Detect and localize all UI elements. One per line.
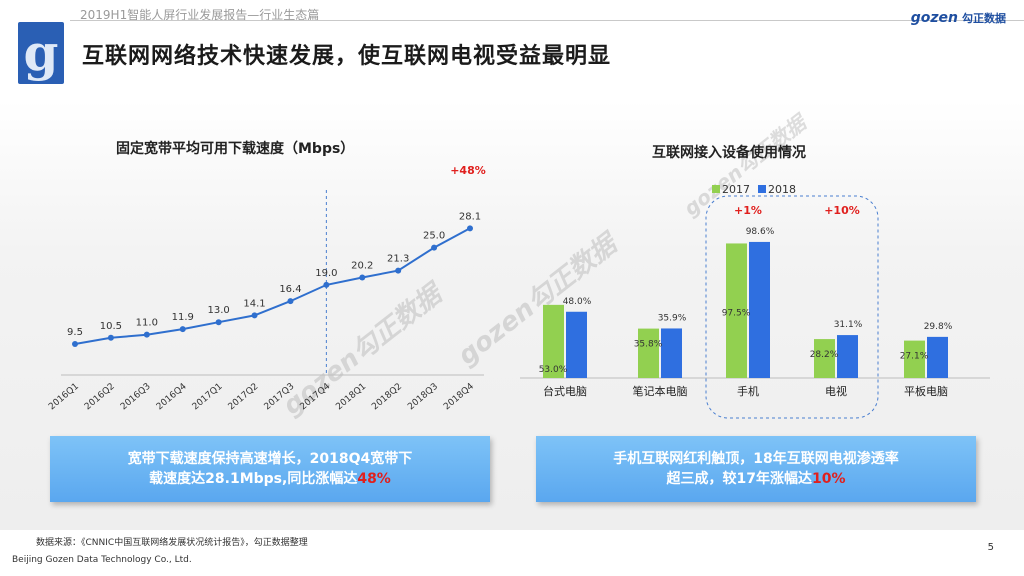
data-label: 9.5: [67, 327, 83, 338]
bar-2017: [543, 304, 564, 378]
x-tick-label: 2018Q4: [442, 381, 476, 412]
brand-name: gozen: [910, 10, 958, 26]
x-tick-label: 平板电脑: [904, 384, 948, 398]
x-tick-label: 笔记本电脑: [633, 384, 688, 398]
data-point: [395, 267, 402, 274]
data-label: 13.0: [208, 305, 230, 316]
x-tick-label: 2018Q2: [370, 382, 404, 413]
page-number: 5: [987, 542, 994, 553]
legend-label: 2017: [722, 183, 750, 196]
left-callout-line1: 宽带下载速度保持高速增长，2018Q4宽带下: [127, 451, 413, 467]
x-tick-label: 台式电脑: [543, 384, 587, 398]
bar-2017: [726, 243, 747, 378]
device-usage-bar-chart: 2017 2018 53.0% 48.0% 台式电脑 35.8% 35.9% 笔记本电脑 97.…: [520, 183, 990, 419]
header-divider: [70, 20, 1024, 21]
bar-2018: [749, 241, 770, 378]
data-label: 20.2: [351, 260, 373, 271]
x-tick-label: 手机: [737, 384, 759, 398]
bar-2018: [566, 311, 587, 378]
company-name: Beijing Gozen Data Technology Co., Ltd.: [12, 555, 192, 565]
legend-swatch: [758, 185, 766, 193]
gozen-logo-badge: g: [18, 22, 64, 84]
x-tick-label: 2016Q4: [155, 381, 189, 412]
data-label-2018: 31.1%: [834, 320, 863, 330]
bar-2018: [661, 328, 682, 378]
data-point: [179, 326, 186, 333]
x-tick-label: 2018Q3: [406, 382, 440, 413]
right-callout-highlight: 10%: [811, 471, 846, 487]
data-label: 21.3: [387, 254, 409, 265]
data-point: [467, 225, 473, 232]
logo-letter: g: [23, 23, 59, 82]
x-tick-label: 电视: [825, 384, 847, 398]
data-label-2017: 53.0%: [539, 365, 568, 375]
data-point: [359, 274, 366, 281]
x-tick-label: 2018Q1: [334, 382, 368, 413]
data-label-2018: 35.9%: [658, 313, 687, 323]
data-label-2018: 29.8%: [924, 322, 953, 332]
bar-2017: [814, 339, 835, 378]
left-callout-line2: 载速度达28.1Mbps,同比涨幅达: [149, 471, 358, 487]
right-callout: 手机互联网红利触顶，18年互联网电视渗透率 超三成，较17年涨幅达10%: [536, 436, 976, 502]
tv-growth-annotation: +10%: [824, 204, 860, 217]
x-tick-label: 2017Q1: [191, 382, 225, 413]
data-label: 10.5: [100, 321, 122, 332]
data-label-2017: 35.8%: [634, 340, 663, 350]
x-tick-label: 2017Q4: [299, 381, 333, 412]
line-chart-title: 固定宽带平均可用下载速度（Mbps）: [116, 141, 355, 157]
x-tick-label: 2016Q2: [83, 382, 117, 413]
bar-2018: [837, 335, 858, 378]
highlight-box: [705, 195, 879, 419]
data-point: [323, 281, 330, 288]
data-point: [72, 341, 78, 348]
data-point: [287, 298, 294, 305]
data-label-2018: 48.0%: [563, 297, 592, 307]
legend-label: 2018: [768, 183, 796, 196]
report-title: 2019H1智能人屏行业发展报告—行业生态篇: [80, 8, 320, 22]
data-label: 19.0: [315, 268, 337, 279]
growth-annotation: +48%: [450, 164, 486, 177]
data-label: 11.9: [172, 312, 194, 323]
x-tick-label: 2016Q1: [47, 382, 81, 413]
brand-cn: 勾正数据: [962, 12, 1006, 25]
x-tick-label: 2017Q2: [227, 382, 261, 413]
data-point: [431, 244, 438, 251]
data-point: [107, 334, 114, 341]
data-label: 11.0: [136, 318, 158, 329]
phone-growth-annotation: +1%: [734, 204, 762, 217]
data-point: [143, 331, 150, 338]
bar-2017: [638, 328, 659, 378]
data-label: 14.1: [243, 298, 265, 309]
bar-2017: [904, 340, 925, 378]
left-callout: 宽带下载速度保持高速增长，2018Q4宽带下 载速度达28.1Mbps,同比涨幅…: [50, 436, 490, 502]
data-label: 25.0: [423, 231, 445, 242]
right-callout-line2: 超三成，较17年涨幅达: [666, 471, 812, 487]
brand-logo: gozen 勾正数据: [911, 8, 1006, 28]
data-label-2018: 98.6%: [746, 227, 775, 237]
page-title: 互联网网络技术快速发展，使互联网电视受益最明显: [82, 44, 612, 69]
speed-line: [74, 227, 471, 345]
x-tick-label: 2017Q3: [263, 382, 297, 413]
data-point: [215, 319, 222, 326]
data-label-2017: 27.1%: [900, 352, 929, 362]
left-callout-highlight: 48%: [357, 471, 391, 487]
data-point: [251, 312, 258, 319]
slide-header: g 2019H1智能人屏行业发展报告—行业生态篇 gozen 勾正数据 互联网网…: [0, 0, 1024, 100]
data-label: 16.4: [279, 284, 301, 295]
bar-chart-title: 互联网接入设备使用情况: [652, 145, 806, 161]
bar-2018: [927, 336, 948, 378]
data-label-2017: 97.5%: [722, 308, 751, 318]
data-source: 数据来源：《CNNIC中国互联网络发展状况统计报告》，勾正数据整理: [36, 538, 308, 548]
data-label: 28.1: [459, 211, 481, 222]
broadband-speed-line-chart: 9.5 2016Q1 10.5 2016Q2 11.0 2016Q3 11.9 2016Q4 1…: [47, 164, 486, 413]
x-tick-label: 2016Q3: [119, 382, 153, 413]
legend-swatch: [712, 185, 720, 193]
data-label-2017: 28.2%: [810, 350, 839, 360]
right-callout-line1: 手机互联网红利触顶，18年互联网电视渗透率: [613, 451, 899, 467]
